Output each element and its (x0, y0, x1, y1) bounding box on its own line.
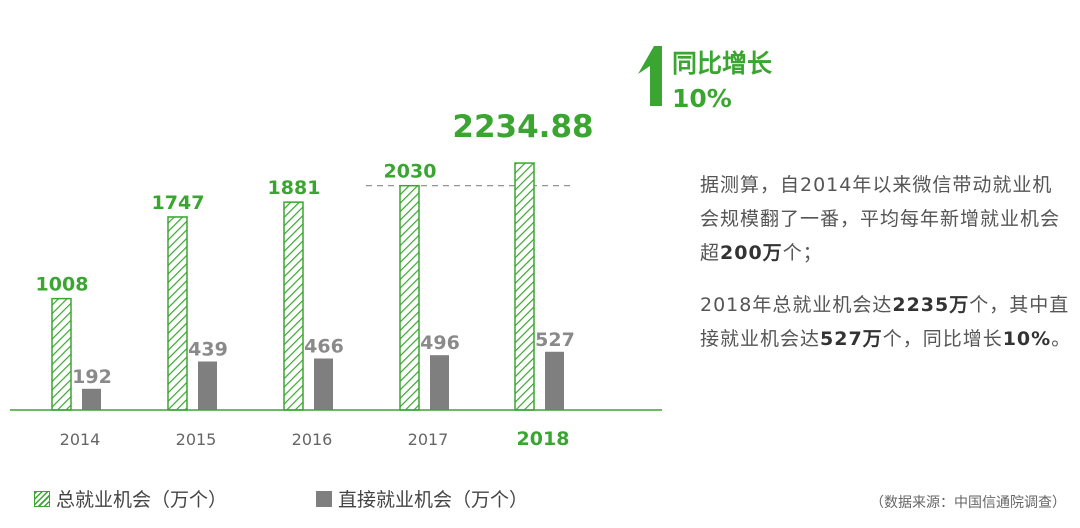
data-label-direct-2015: 439 (188, 338, 228, 360)
data-label-direct-2016: 466 (304, 336, 344, 358)
data-label-total-2015: 1747 (152, 192, 205, 214)
description-paragraph-2: 2018年总就业机会达2235万个，其中直接就业机会达527万个，同比增长10%… (700, 294, 1072, 350)
data-label-direct-2017: 496 (420, 332, 460, 354)
data-label-total-2018: 2234.88 (452, 109, 593, 145)
bar-direct-2017 (430, 355, 449, 410)
bar-direct-2018 (545, 351, 564, 410)
bar-total-2018 (514, 162, 535, 411)
growth-callout: 同比增长 10% (636, 42, 836, 122)
data-label-total-2014: 1008 (36, 274, 89, 296)
growth-value: 10% (672, 84, 732, 113)
data-label-total-2016: 1881 (268, 177, 321, 199)
description-paragraph-1: 据测算，自2014年以来微信带动就业机会规模翻了一番，平均每年新增就业机会超20… (700, 174, 1061, 264)
legend-label-total: 总就业机会（万个） (56, 489, 228, 511)
legend-swatch-direct (316, 490, 332, 507)
x-tick-label-2017: 2017 (408, 430, 449, 449)
legend-item-direct: 直接就业机会（万个） (316, 483, 528, 517)
growth-label: 同比增长 (672, 49, 773, 78)
up-arrow-icon (638, 46, 662, 106)
legend-swatch-total (34, 490, 50, 507)
x-tick-label-2018: 2018 (517, 428, 570, 450)
bar-direct-2016 (314, 358, 333, 410)
data-label-direct-2018: 527 (535, 329, 575, 351)
bar-total-2014 (51, 297, 72, 411)
x-tick-label-2016: 2016 (292, 430, 333, 449)
bar-direct-2014 (82, 388, 101, 410)
employment-bar-chart: 1008 192 2014 1747 439 2015 1881 466 2016 2030 496… (10, 109, 662, 450)
data-label-total-2017: 2030 (384, 161, 437, 183)
bar-direct-2015 (198, 361, 217, 410)
description-text: 据测算，自2014年以来微信带动就业机会规模翻了一番，平均每年新增就业机会超20… (700, 168, 1072, 374)
legend-label-direct: 直接就业机会（万个） (338, 489, 529, 511)
bar-total-2017 (399, 184, 420, 411)
x-tick-label-2015: 2015 (176, 430, 217, 449)
data-source: （数据来源：中国信通院调查） (870, 495, 1066, 511)
bar-total-2016 (283, 201, 304, 411)
legend-item-total: 总就业机会（万个） (34, 483, 227, 517)
data-label-direct-2014: 192 (72, 366, 112, 388)
x-tick-label-2014: 2014 (60, 430, 101, 449)
bar-total-2015 (167, 216, 188, 411)
